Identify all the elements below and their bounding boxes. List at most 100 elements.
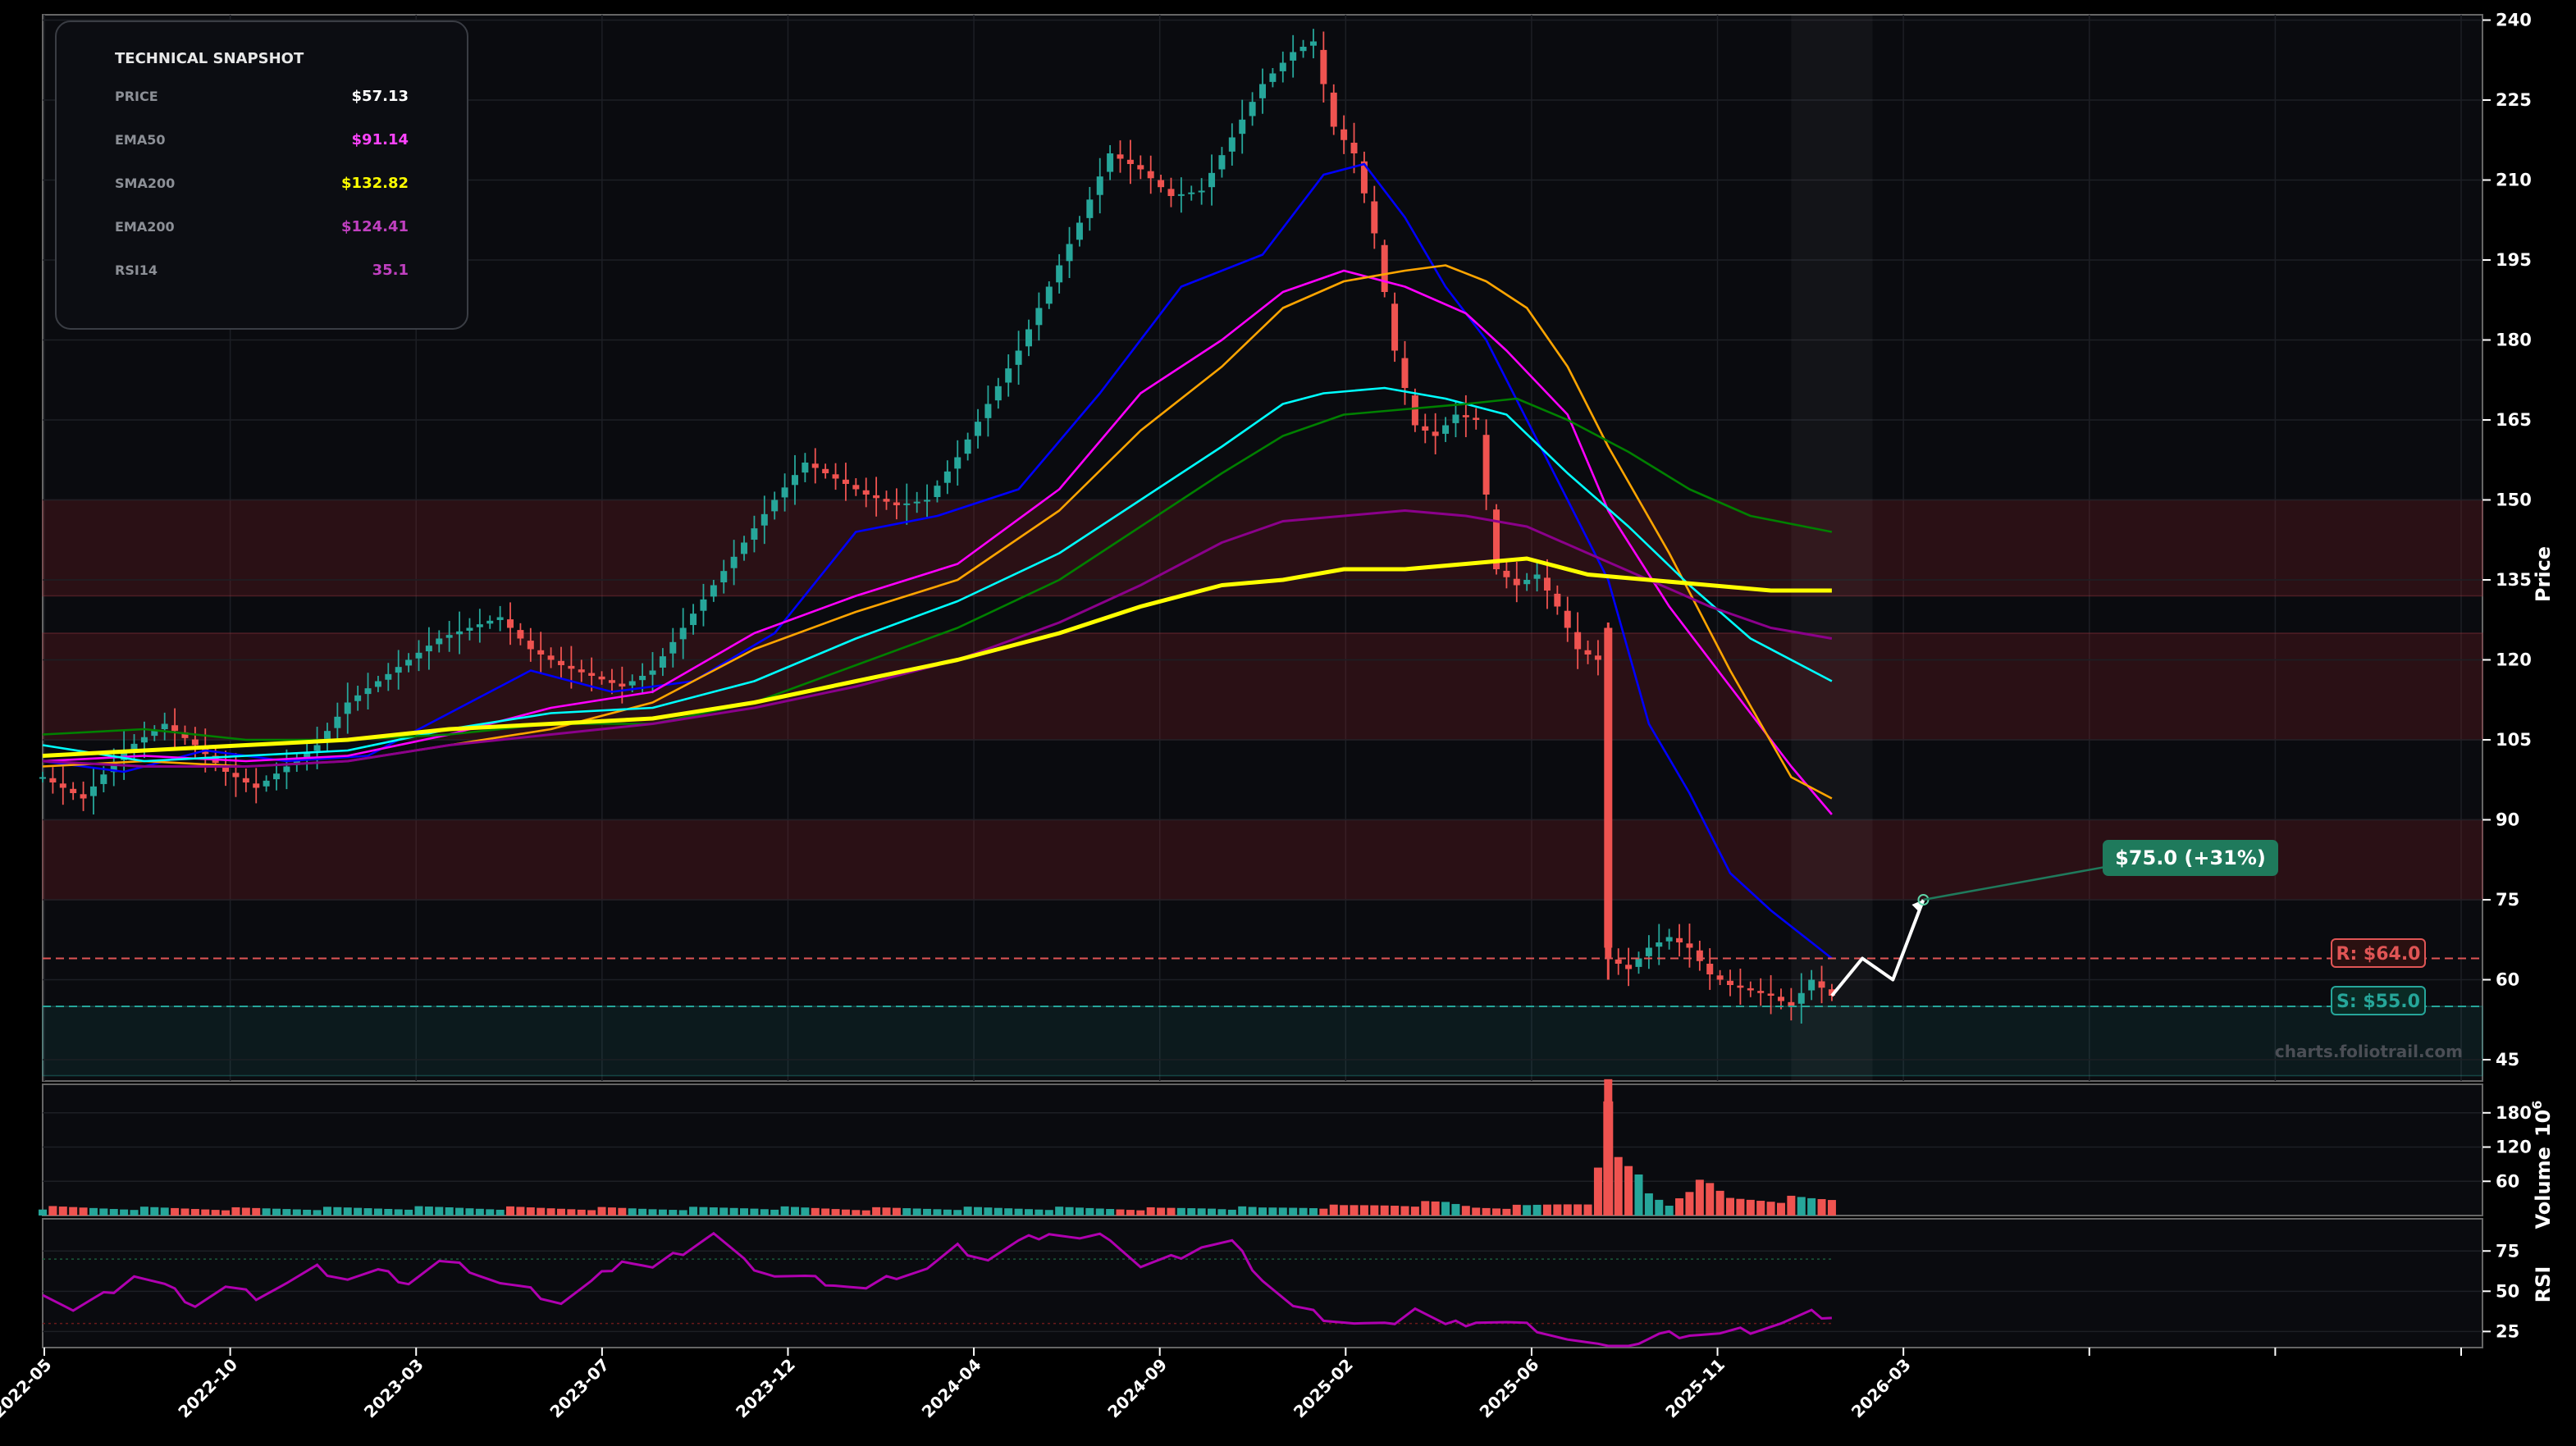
volume-bar bbox=[882, 1207, 891, 1216]
volume-bar bbox=[628, 1208, 637, 1216]
candle-body bbox=[466, 627, 473, 631]
candle-body bbox=[334, 716, 341, 728]
volume-bar bbox=[120, 1209, 129, 1216]
candle-body bbox=[486, 620, 494, 624]
candle-body bbox=[913, 501, 920, 504]
candle-body bbox=[80, 794, 87, 799]
candle-body bbox=[1309, 41, 1317, 46]
rsi-axis-label: RSI bbox=[2532, 1266, 2555, 1303]
volume-bar bbox=[1655, 1199, 1664, 1216]
candle-body bbox=[1422, 426, 1429, 431]
price-tick-label: 135 bbox=[2496, 570, 2532, 590]
candle-body bbox=[507, 619, 514, 628]
volume-bar bbox=[1176, 1207, 1185, 1216]
candle-body bbox=[171, 725, 179, 732]
volume-bar bbox=[760, 1209, 769, 1216]
candle-body bbox=[1554, 593, 1561, 607]
candle-body bbox=[1330, 92, 1337, 127]
volume-bar bbox=[1208, 1208, 1217, 1216]
candle-body bbox=[1035, 308, 1043, 326]
volume-bar bbox=[1827, 1200, 1836, 1216]
volume-bar bbox=[465, 1208, 474, 1216]
volume-bar bbox=[811, 1207, 820, 1216]
candle-body bbox=[690, 614, 697, 626]
volume-bar bbox=[1106, 1209, 1115, 1216]
volume-bar bbox=[1523, 1205, 1532, 1216]
candle-body bbox=[1635, 958, 1642, 967]
volume-bar bbox=[171, 1207, 180, 1216]
volume-bar bbox=[69, 1207, 78, 1216]
volume-bar bbox=[363, 1208, 372, 1216]
volume-bar bbox=[1817, 1198, 1826, 1216]
volume-bar bbox=[211, 1210, 220, 1216]
volume-bar bbox=[770, 1209, 779, 1216]
candle-body bbox=[476, 624, 483, 627]
volume-bar bbox=[292, 1209, 301, 1216]
volume-axis-label: Volume 106 bbox=[2529, 1101, 2555, 1229]
candle-body bbox=[710, 585, 717, 597]
price-tick-label: 150 bbox=[2496, 490, 2532, 510]
volume-bar bbox=[993, 1207, 1003, 1216]
ma-line-ema200 bbox=[42, 509, 1833, 768]
candle-body bbox=[964, 439, 971, 454]
volume-bar bbox=[1044, 1210, 1053, 1216]
candle-body bbox=[1482, 435, 1490, 495]
volume-bar bbox=[241, 1207, 250, 1216]
volume-bar bbox=[892, 1207, 901, 1216]
candle-body bbox=[1198, 190, 1205, 193]
candle-body bbox=[1290, 52, 1297, 61]
volume-bar bbox=[1532, 1204, 1541, 1216]
vol-tick-label: 180 bbox=[2496, 1103, 2532, 1123]
volume-bar bbox=[48, 1206, 57, 1216]
candle-body bbox=[1401, 358, 1409, 388]
candle-body bbox=[1167, 189, 1175, 196]
snapshot-value-rsi14: 35.1 bbox=[372, 262, 409, 279]
candle-body bbox=[1594, 655, 1601, 660]
volume-bar bbox=[1350, 1205, 1359, 1216]
candle-body bbox=[253, 783, 260, 788]
candle-body bbox=[679, 627, 687, 640]
volume-bar bbox=[1553, 1204, 1562, 1216]
volume-bar bbox=[953, 1210, 962, 1216]
volume-bar bbox=[719, 1207, 728, 1216]
candle-body bbox=[1645, 947, 1652, 956]
price-tick-label: 165 bbox=[2496, 410, 2532, 430]
candle-body bbox=[304, 752, 311, 759]
volume-bar bbox=[1227, 1209, 1236, 1216]
candle-body bbox=[1005, 368, 1012, 383]
vol-tick-label: 60 bbox=[2496, 1171, 2519, 1191]
volume-bar bbox=[1706, 1183, 1715, 1216]
volume-bar bbox=[303, 1209, 312, 1216]
candle-body bbox=[1269, 73, 1277, 82]
sr-zone bbox=[42, 1006, 2483, 1077]
volume-bar bbox=[852, 1210, 861, 1216]
volume-bar bbox=[729, 1207, 738, 1216]
volume-bar bbox=[841, 1209, 850, 1216]
volume-bar bbox=[974, 1207, 983, 1216]
candle-body bbox=[862, 490, 870, 495]
candle-body bbox=[639, 676, 646, 681]
candle-body bbox=[608, 680, 615, 683]
candle-body bbox=[1442, 425, 1450, 434]
price-tick-label: 210 bbox=[2496, 171, 2532, 190]
candle-body bbox=[1239, 119, 1246, 135]
price-tick-label: 180 bbox=[2496, 331, 2532, 350]
ma-line-sma200 bbox=[42, 556, 1832, 758]
candle-body bbox=[181, 732, 189, 738]
candle-body bbox=[934, 486, 941, 498]
target-leader bbox=[1923, 860, 2138, 901]
volume-bar bbox=[1461, 1206, 1470, 1216]
volume-bar bbox=[963, 1207, 972, 1216]
candle-body bbox=[110, 762, 117, 773]
candle-body bbox=[1279, 62, 1286, 71]
volume-bar bbox=[435, 1207, 444, 1216]
candle-body bbox=[1462, 415, 1469, 417]
ma-line-ema150 bbox=[42, 397, 1833, 741]
candle-body bbox=[1259, 84, 1266, 98]
volume-bar bbox=[404, 1209, 413, 1216]
volume-bar bbox=[607, 1207, 616, 1216]
volume-bar bbox=[1248, 1207, 1257, 1216]
volume-bar bbox=[1329, 1204, 1338, 1216]
ma-line-ema20 bbox=[42, 162, 1833, 960]
